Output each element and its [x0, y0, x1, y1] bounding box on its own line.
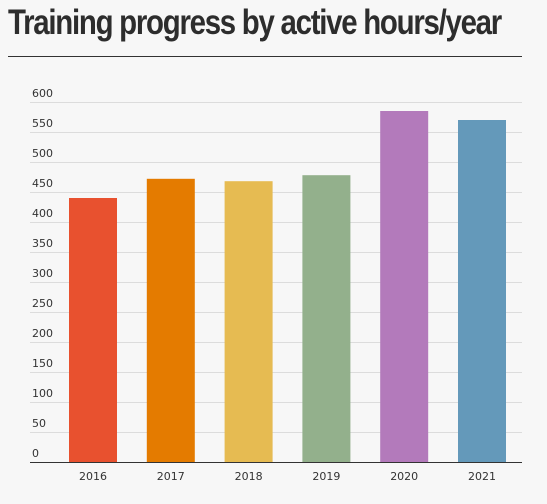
x-tick-label: 2016 [79, 470, 107, 483]
bar-2020 [380, 111, 429, 462]
y-tick-label: 350 [32, 237, 53, 250]
y-tick-label: 600 [32, 87, 53, 100]
chart-title: Training progress by active hours/year [8, 3, 502, 42]
y-tick-label: 500 [32, 147, 53, 160]
y-tick-label: 400 [32, 207, 53, 220]
y-tick-label: 150 [32, 357, 53, 370]
bar-2017 [146, 178, 195, 463]
x-axis-labels: 2016 2017 2018 2019 2020 2021 [79, 470, 496, 483]
bar-2016 [69, 198, 117, 462]
y-tick-label: 0 [32, 447, 39, 460]
y-tick-label: 450 [32, 177, 53, 190]
bar-2019 [302, 175, 351, 462]
x-tick-label: 2018 [235, 470, 263, 483]
y-axis-ticks: 0 50 100 150 200 250 300 350 400 450 500 550 600 [32, 87, 53, 460]
y-tick-label: 200 [32, 327, 53, 340]
x-tick-label: 2019 [312, 470, 340, 483]
bars [69, 111, 506, 463]
title-underline [8, 56, 522, 57]
y-tick-label: 50 [32, 417, 46, 430]
y-tick-label: 300 [32, 267, 53, 280]
bar-2018 [224, 181, 273, 462]
x-tick-label: 2021 [468, 470, 496, 483]
x-tick-label: 2017 [157, 470, 185, 483]
bar-2021 [458, 120, 506, 462]
x-tick-label: 2020 [390, 470, 418, 483]
y-tick-label: 100 [32, 387, 53, 400]
y-tick-label: 550 [32, 117, 53, 130]
y-tick-label: 250 [32, 297, 53, 310]
